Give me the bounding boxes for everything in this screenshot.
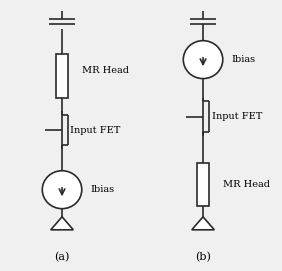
Text: MR Head: MR Head	[82, 66, 129, 75]
Text: (b): (b)	[195, 252, 211, 263]
Polygon shape	[51, 217, 73, 230]
Circle shape	[42, 171, 82, 209]
Text: MR Head: MR Head	[223, 180, 270, 189]
FancyBboxPatch shape	[197, 163, 209, 206]
Circle shape	[183, 41, 223, 79]
Text: Ibias: Ibias	[231, 55, 255, 64]
Text: Input FET: Input FET	[70, 125, 121, 135]
Text: Input FET: Input FET	[212, 112, 262, 121]
FancyBboxPatch shape	[56, 54, 69, 98]
Text: (a): (a)	[54, 252, 70, 263]
Text: Ibias: Ibias	[90, 185, 114, 194]
Polygon shape	[192, 217, 214, 230]
